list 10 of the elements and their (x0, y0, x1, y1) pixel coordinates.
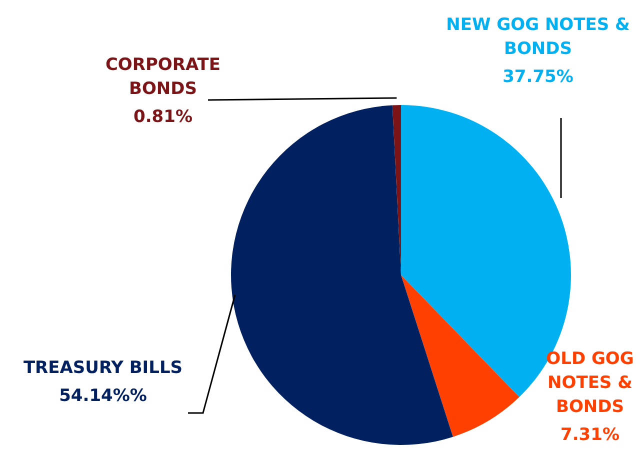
pie-slice (401, 275, 520, 437)
pie-slice (231, 105, 453, 445)
slice-label: TREASURY BILLS (23, 358, 183, 378)
slice-label: OLD GOG NOTES & BONDS (546, 349, 634, 417)
data-label: 7.31% (560, 425, 620, 445)
data-label: 0.81% (134, 107, 192, 127)
data-label: 54.14%% (59, 386, 147, 406)
data-label: 37.75% (502, 67, 574, 87)
slice-label: NEW GOG NOTES & BONDS (446, 15, 630, 59)
slice-label: CORPORATE BONDS (105, 55, 221, 99)
